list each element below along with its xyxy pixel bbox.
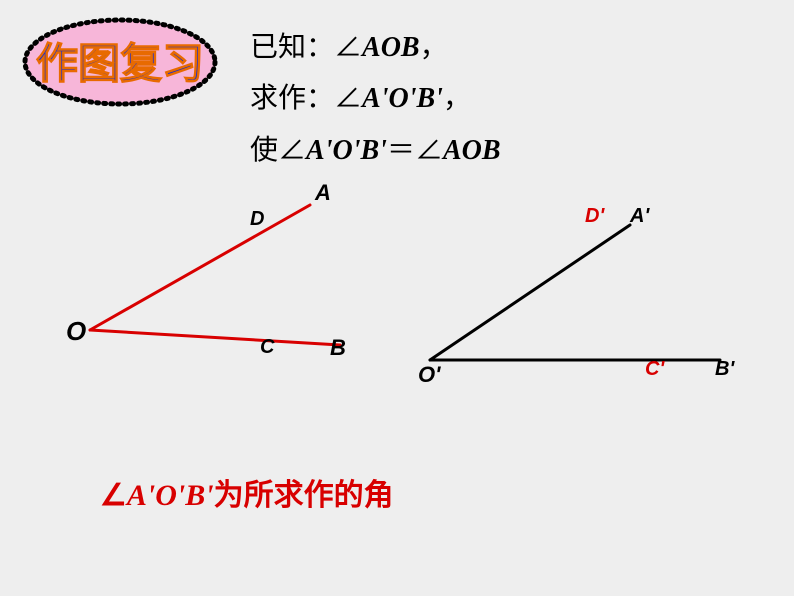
line1-suffix: ， [420,31,448,62]
line2-angle: A'O'B' [362,83,443,114]
problem-line2: 求作：∠A'O'B'， [250,73,501,124]
line3-prefix: 使∠ [250,134,306,165]
line2-suffix: ， [443,82,471,113]
svg-text:B': B' [715,358,735,380]
svg-text:O': O' [418,362,441,387]
svg-text:B: B [330,335,346,360]
line3-eq: ＝∠ [387,134,443,165]
review-badge: 作图复习 [10,12,230,112]
conclusion-prefix: ∠ [100,479,127,512]
svg-text:D: D [250,208,264,230]
svg-text:O: O [66,316,86,346]
problem-line3: 使∠A'O'B'＝∠AOB [250,125,501,176]
conclusion-suffix: 为所求作的角 [214,479,394,512]
line1-angle: AOB [362,32,420,63]
svg-text:A': A' [629,205,650,227]
badge-text: 作图复习 [36,41,204,88]
conclusion-angle: A'O'B' [127,479,214,512]
svg-text:A: A [314,180,331,205]
line1-prefix: 已知：∠ [250,31,362,62]
conclusion-text: ∠A'O'B'为所求作的角 [100,470,394,514]
svg-text:C: C [260,336,275,358]
line3-angle1: A'O'B' [306,135,387,166]
line2-prefix: 求作：∠ [250,82,362,113]
svg-text:D': D' [585,205,605,227]
problem-statement: 已知：∠AOB， 求作：∠A'O'B'， 使∠A'O'B'＝∠AOB [250,22,501,176]
line3-angle2: AOB [443,135,501,166]
svg-text:C': C' [645,358,665,380]
problem-line1: 已知：∠AOB， [250,22,501,73]
angle-diagram: O A D B C O' A' D' B' C' [60,180,760,410]
